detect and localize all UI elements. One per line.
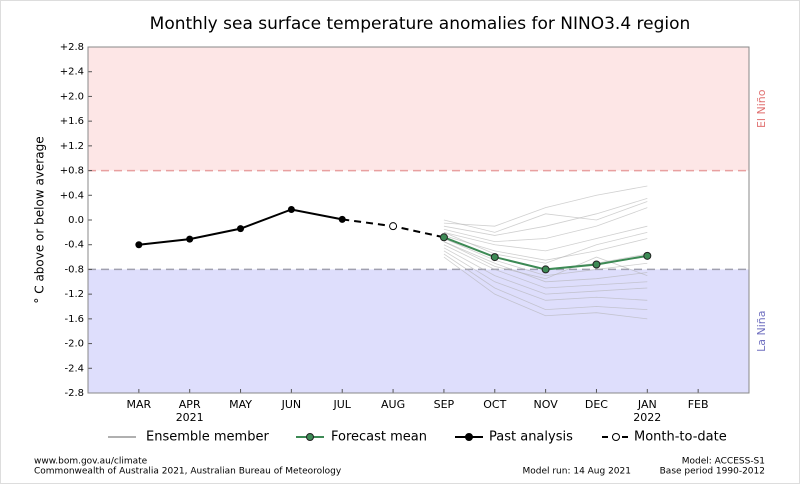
ensemble-line bbox=[443, 238, 648, 277]
y-tick-label: +1.2 bbox=[60, 141, 84, 152]
past-analysis-point bbox=[135, 241, 143, 249]
ensemble-line bbox=[443, 256, 648, 320]
x-tick-label: JUL bbox=[333, 398, 351, 411]
el-nino-label: El Niño bbox=[755, 89, 768, 128]
legend-marker bbox=[306, 433, 314, 441]
y-tick-label: +1.6 bbox=[60, 116, 84, 127]
y-tick-label: -2.0 bbox=[64, 339, 84, 350]
forecast-mean-point bbox=[439, 233, 448, 242]
la-nina-label: La Niña bbox=[755, 311, 768, 352]
y-tick-label: +0.8 bbox=[60, 166, 84, 177]
legend-label: Past analysis bbox=[489, 430, 573, 445]
y-axis-label: ° C above or below average bbox=[33, 136, 47, 303]
legend-label: Month-to-date bbox=[634, 430, 727, 445]
x-tick-label: AUG bbox=[381, 398, 406, 411]
past-analysis-point bbox=[237, 225, 245, 233]
x-tick-label: OCT bbox=[483, 398, 507, 411]
month-to-date-point bbox=[389, 222, 398, 231]
ensemble-line bbox=[443, 231, 648, 264]
legend-marker bbox=[465, 433, 473, 441]
past-analysis-point bbox=[186, 235, 194, 243]
y-tick-label: 0.0 bbox=[68, 215, 84, 226]
forecast-mean-point bbox=[541, 265, 550, 274]
ensemble-line bbox=[443, 235, 648, 261]
footer-model-run: Model run: 14 Aug 2021 bbox=[522, 467, 631, 477]
el-nino-region bbox=[88, 47, 749, 171]
plot-frame bbox=[87, 46, 750, 394]
y-tick-label: -1.6 bbox=[64, 314, 84, 325]
x-tick-label: SEP bbox=[433, 398, 455, 411]
x-tick-label: MAY bbox=[229, 398, 252, 411]
y-tick-label: +2.4 bbox=[60, 67, 84, 78]
x-tick-label: DEC bbox=[584, 398, 608, 411]
ensemble-line bbox=[443, 241, 648, 280]
footer-base-period: Base period 1990-2012 bbox=[660, 467, 765, 477]
y-tick-label: +2.8 bbox=[60, 42, 84, 53]
forecast-mean-point bbox=[643, 251, 652, 260]
legend-label: Ensemble member bbox=[146, 430, 269, 445]
past-analysis-point bbox=[287, 205, 295, 213]
y-tick-label: -0.4 bbox=[64, 240, 84, 251]
ensemble-line bbox=[443, 201, 648, 233]
x-tick-label: JUN bbox=[281, 398, 302, 411]
ensemble-line bbox=[443, 250, 648, 301]
ensemble-line bbox=[443, 253, 648, 310]
x-tick-label: NOV bbox=[533, 398, 558, 411]
footer-copyright: Commonwealth of Australia 2021, Australi… bbox=[34, 467, 342, 477]
chart-title: Monthly sea surface temperature anomalie… bbox=[150, 14, 691, 34]
ensemble-line bbox=[443, 244, 648, 289]
forecast-mean-point bbox=[592, 260, 601, 269]
ensemble-line bbox=[443, 185, 648, 227]
y-tick-label: -1.2 bbox=[64, 289, 84, 300]
footer-model: Model: ACCESS-S1 bbox=[682, 457, 765, 467]
y-tick-label: +0.4 bbox=[60, 190, 84, 201]
x-tick-label: JAN 2022 bbox=[633, 398, 662, 424]
x-tick-label: APR 2021 bbox=[175, 398, 204, 424]
ensemble-line bbox=[443, 225, 648, 252]
x-tick-label: MAR bbox=[126, 398, 152, 411]
y-tick-label: -2.4 bbox=[64, 363, 84, 374]
y-tick-label: -0.8 bbox=[64, 264, 84, 275]
x-tick-label: FEB bbox=[687, 398, 709, 411]
ensemble-line bbox=[443, 247, 648, 295]
y-tick-label: -2.8 bbox=[64, 388, 84, 399]
legend-marker bbox=[612, 433, 620, 441]
ensemble-line bbox=[443, 207, 648, 243]
ensemble-line bbox=[443, 197, 648, 236]
y-tick-label: +2.0 bbox=[60, 91, 84, 102]
ensemble-line bbox=[443, 241, 648, 283]
forecast-mean-point bbox=[490, 253, 499, 262]
la-nina-region bbox=[88, 269, 749, 393]
past-analysis-point bbox=[338, 215, 346, 223]
footer-url: www.bom.gov.au/climate bbox=[34, 457, 148, 467]
legend-label: Forecast mean bbox=[331, 430, 427, 445]
